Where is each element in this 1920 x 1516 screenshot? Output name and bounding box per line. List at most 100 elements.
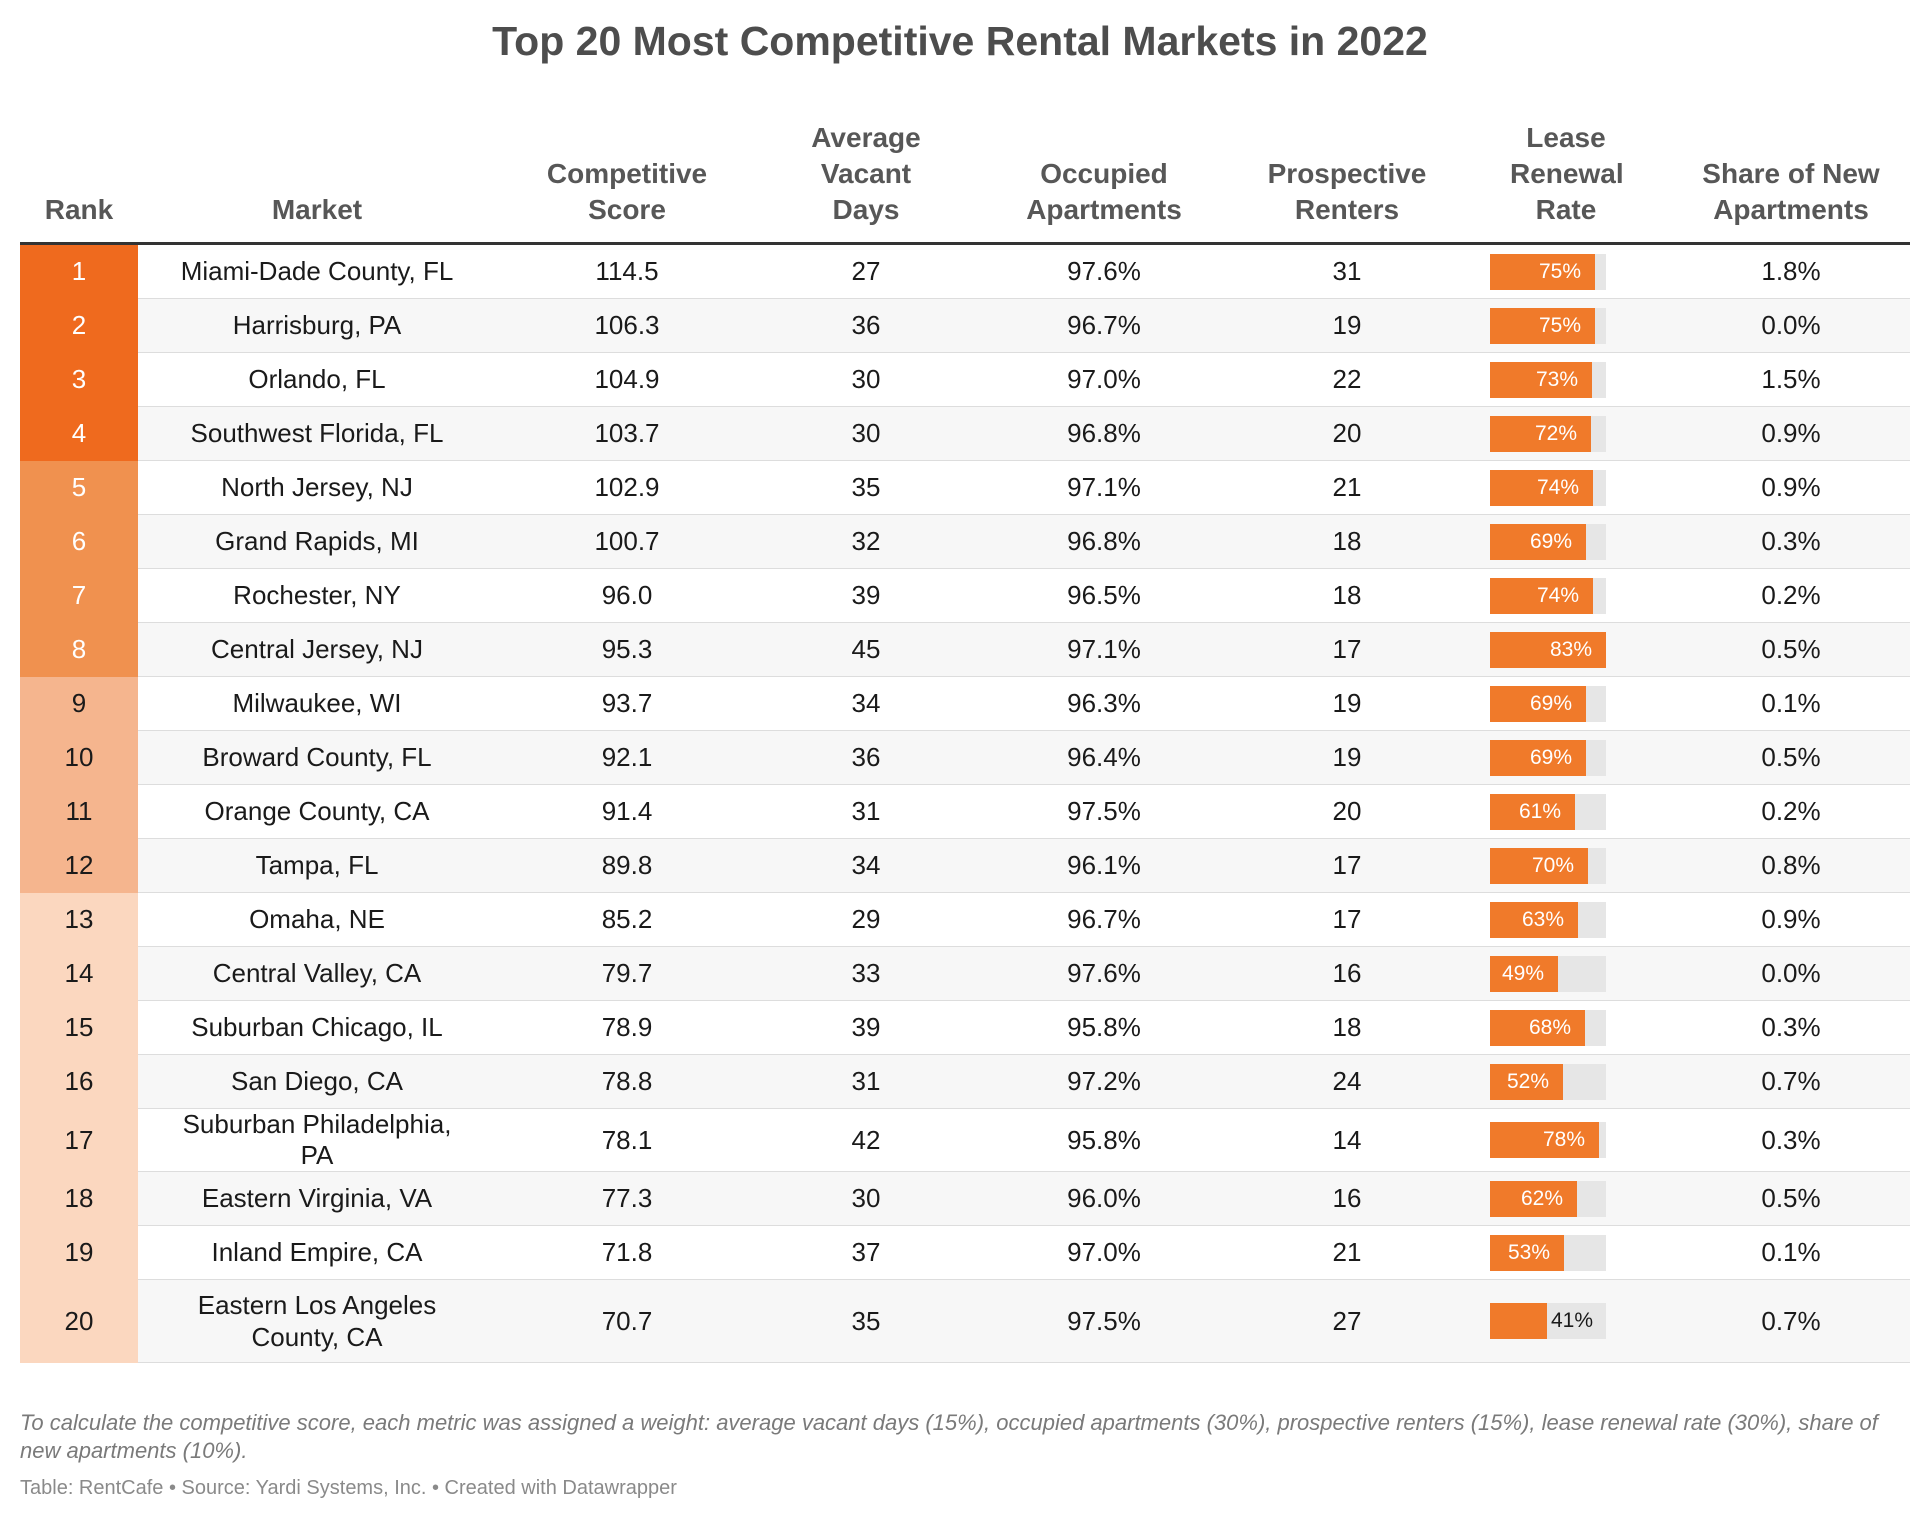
occupied-cell: 96.7% xyxy=(974,298,1234,353)
rank-cell: 16 xyxy=(20,1054,138,1109)
renewal-bar-label: 73% xyxy=(1536,367,1579,391)
vacant-days-cell: 30 xyxy=(758,1171,974,1226)
renewal-bar-track: 63% xyxy=(1490,901,1606,938)
renters-cell: 19 xyxy=(1234,298,1460,353)
share-new-cell: 0.3% xyxy=(1672,514,1910,569)
renewal-bar-label: 69% xyxy=(1530,691,1573,715)
vacant-days-cell: 39 xyxy=(758,1000,974,1055)
market-cell: Suburban Philadelphia, PA xyxy=(138,1108,496,1172)
score-cell: 71.8 xyxy=(496,1225,758,1280)
occupied-cell: 95.8% xyxy=(974,1108,1234,1172)
rank-cell: 4 xyxy=(20,406,138,461)
occupied-cell: 97.6% xyxy=(974,946,1234,1001)
share-new-cell: 0.2% xyxy=(1672,784,1910,839)
score-cell: 104.9 xyxy=(496,352,758,407)
renewal-bar xyxy=(1490,901,1578,938)
market-cell: Southwest Florida, FL xyxy=(138,406,496,461)
renewal-bar-track: 69% xyxy=(1490,523,1606,560)
rank-cell: 1 xyxy=(20,243,138,299)
source-credit: Table: RentCafe • Source: Yardi Systems,… xyxy=(20,1477,677,1499)
renewal-bar xyxy=(1490,955,1558,992)
score-cell: 93.7 xyxy=(496,676,758,731)
score-cell: 106.3 xyxy=(496,298,758,353)
header-average-vacant-days[interactable]: Average Vacant Days xyxy=(758,120,974,245)
rank-cell: 11 xyxy=(20,784,138,839)
renewal-bar-track: 52% xyxy=(1490,1063,1606,1100)
vacant-days-cell: 29 xyxy=(758,892,974,947)
header-competitive-score[interactable]: Competitive Score xyxy=(496,120,758,245)
renters-cell: 19 xyxy=(1234,676,1460,731)
renewal-bar-label: 78% xyxy=(1543,1128,1586,1151)
score-cell: 78.1 xyxy=(496,1108,758,1172)
vacant-days-cell: 36 xyxy=(758,298,974,353)
renewal-bar-track: 69% xyxy=(1490,739,1606,776)
market-cell: Omaha, NE xyxy=(138,892,496,947)
occupied-cell: 96.8% xyxy=(974,406,1234,461)
vacant-days-cell: 36 xyxy=(758,730,974,785)
renewal-cell: 70% xyxy=(1460,838,1672,893)
share-new-cell: 0.0% xyxy=(1672,298,1910,353)
market-cell: North Jersey, NJ xyxy=(138,460,496,515)
market-cell: Orlando, FL xyxy=(138,352,496,407)
renewal-bar xyxy=(1490,739,1586,776)
header-occupied-apartments[interactable]: Occupied Apartments xyxy=(974,120,1234,245)
renewal-bar-track: 70% xyxy=(1490,847,1606,884)
renewal-bar-label: 52% xyxy=(1507,1069,1550,1093)
market-cell: Central Valley, CA xyxy=(138,946,496,1001)
market-cell: Broward County, FL xyxy=(138,730,496,785)
occupied-cell: 97.5% xyxy=(974,784,1234,839)
rank-cell: 20 xyxy=(20,1279,138,1363)
share-new-cell: 0.1% xyxy=(1672,676,1910,731)
renewal-bar xyxy=(1490,1122,1599,1158)
renters-cell: 16 xyxy=(1234,1171,1460,1226)
score-cell: 78.8 xyxy=(496,1054,758,1109)
renewal-cell: 53% xyxy=(1460,1225,1672,1280)
renewal-bar-track: 68% xyxy=(1490,1009,1606,1046)
renewal-bar-track: 62% xyxy=(1490,1180,1606,1217)
renewal-bar-label: 53% xyxy=(1508,1240,1551,1264)
share-new-cell: 0.7% xyxy=(1672,1054,1910,1109)
vacant-days-cell: 31 xyxy=(758,784,974,839)
occupied-cell: 96.5% xyxy=(974,568,1234,623)
table-row: 9 Milwaukee, WI 93.7 34 96.3% 19 69% 0.1% xyxy=(20,676,1910,731)
renewal-bar xyxy=(1490,685,1586,722)
renewal-cell: 41% xyxy=(1460,1279,1672,1363)
header-lease-renewal-rate[interactable]: Lease Renewal Rate xyxy=(1460,120,1672,245)
renters-cell: 20 xyxy=(1234,406,1460,461)
rank-cell: 17 xyxy=(20,1108,138,1172)
occupied-cell: 97.0% xyxy=(974,1225,1234,1280)
renewal-bar-track: 69% xyxy=(1490,685,1606,722)
renewal-bar-track: 73% xyxy=(1490,361,1606,398)
header-share-new-apartments[interactable]: Share of New Apartments xyxy=(1672,120,1910,245)
rank-cell: 10 xyxy=(20,730,138,785)
vacant-days-cell: 33 xyxy=(758,946,974,1001)
renewal-cell: 74% xyxy=(1460,568,1672,623)
renewal-cell: 62% xyxy=(1460,1171,1672,1226)
occupied-cell: 97.1% xyxy=(974,622,1234,677)
renewal-bar-track: 41% xyxy=(1490,1303,1606,1339)
renewal-bar-label: 62% xyxy=(1521,1186,1564,1210)
renewal-cell: 69% xyxy=(1460,676,1672,731)
score-cell: 114.5 xyxy=(496,243,758,299)
rank-cell: 2 xyxy=(20,298,138,353)
table-row: 12 Tampa, FL 89.8 34 96.1% 17 70% 0.8% xyxy=(20,838,1910,893)
renewal-bar-label: 75% xyxy=(1539,259,1582,283)
renewal-cell: 69% xyxy=(1460,730,1672,785)
header-rank[interactable]: Rank xyxy=(20,120,138,245)
renewal-cell: 72% xyxy=(1460,406,1672,461)
occupied-cell: 97.1% xyxy=(974,460,1234,515)
rank-cell: 3 xyxy=(20,352,138,407)
table-row: 11 Orange County, CA 91.4 31 97.5% 20 61% 0.2% xyxy=(20,784,1910,839)
renters-cell: 18 xyxy=(1234,1000,1460,1055)
score-cell: 100.7 xyxy=(496,514,758,569)
header-prospective-renters[interactable]: Prospective Renters xyxy=(1234,120,1460,245)
renewal-bar xyxy=(1490,577,1593,614)
renewal-bar-label: 83% xyxy=(1550,637,1593,661)
vacant-days-cell: 27 xyxy=(758,243,974,299)
renters-cell: 18 xyxy=(1234,514,1460,569)
vacant-days-cell: 31 xyxy=(758,1054,974,1109)
renters-cell: 31 xyxy=(1234,243,1460,299)
table-row: 2 Harrisburg, PA 106.3 36 96.7% 19 75% 0.0% xyxy=(20,298,1910,353)
header-market[interactable]: Market xyxy=(138,120,496,245)
share-new-cell: 0.5% xyxy=(1672,730,1910,785)
